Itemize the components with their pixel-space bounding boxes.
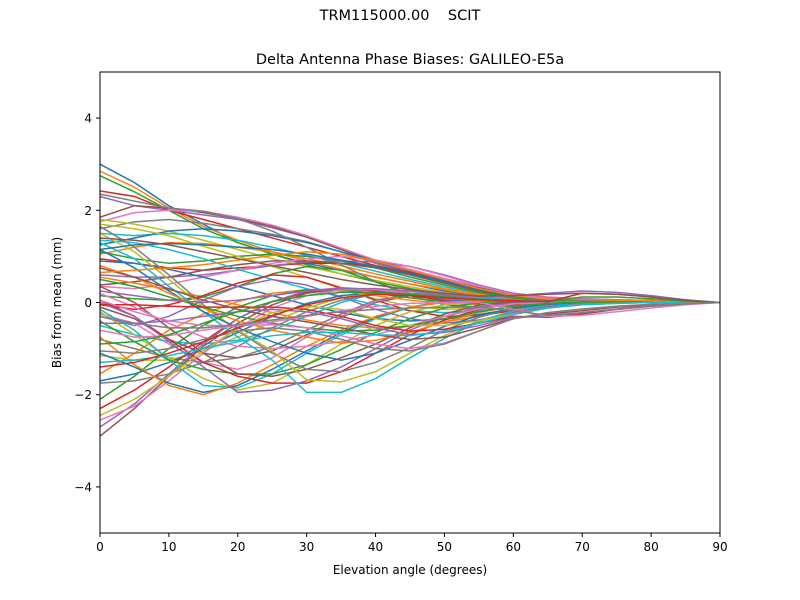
x-axis: 0 10 20 30 40 50 60 70 80 90 (96, 533, 728, 554)
x-tick-label-40: 40 (368, 540, 383, 554)
x-tick-label-10: 10 (161, 540, 176, 554)
series-line-56 (99, 267, 721, 341)
y-tick-label-2: 0 (84, 296, 92, 310)
y-tick-label-4: 4 (84, 112, 92, 126)
series-line-60 (99, 301, 720, 364)
y-tick-label-1: −2 (74, 388, 92, 402)
x-tick-label-80: 80 (643, 540, 658, 554)
x-axis-label: Elevation angle (degrees) (333, 563, 487, 577)
series-line-58 (99, 301, 721, 354)
x-tick-label-90: 90 (712, 540, 727, 554)
y-axis: −4 −2 0 2 4 (74, 112, 100, 494)
series-line-63 (99, 291, 721, 345)
series-line-62 (99, 251, 721, 304)
plot-area (99, 71, 721, 534)
y-axis-label: Bias from mean (mm) (50, 237, 64, 368)
series-line-67 (99, 299, 721, 327)
chart-title: Delta Antenna Phase Biases: GALILEO-E5a (256, 52, 564, 68)
y-tick-label-0: −4 (74, 480, 92, 494)
y-tick-label-3: 2 (84, 204, 92, 218)
x-tick-label-60: 60 (506, 540, 521, 554)
series-line-65 (99, 287, 721, 304)
x-tick-label-70: 70 (575, 540, 590, 554)
x-tick-label-30: 30 (299, 540, 314, 554)
series-layer (99, 163, 721, 437)
series-line-66 (99, 237, 721, 304)
figure-suptitle: TRM115000.00 SCIT (319, 8, 481, 24)
series-line-68 (99, 301, 721, 329)
x-tick-label-50: 50 (437, 540, 452, 554)
x-tick-label-0: 0 (96, 540, 104, 554)
x-tick-label-20: 20 (230, 540, 245, 554)
